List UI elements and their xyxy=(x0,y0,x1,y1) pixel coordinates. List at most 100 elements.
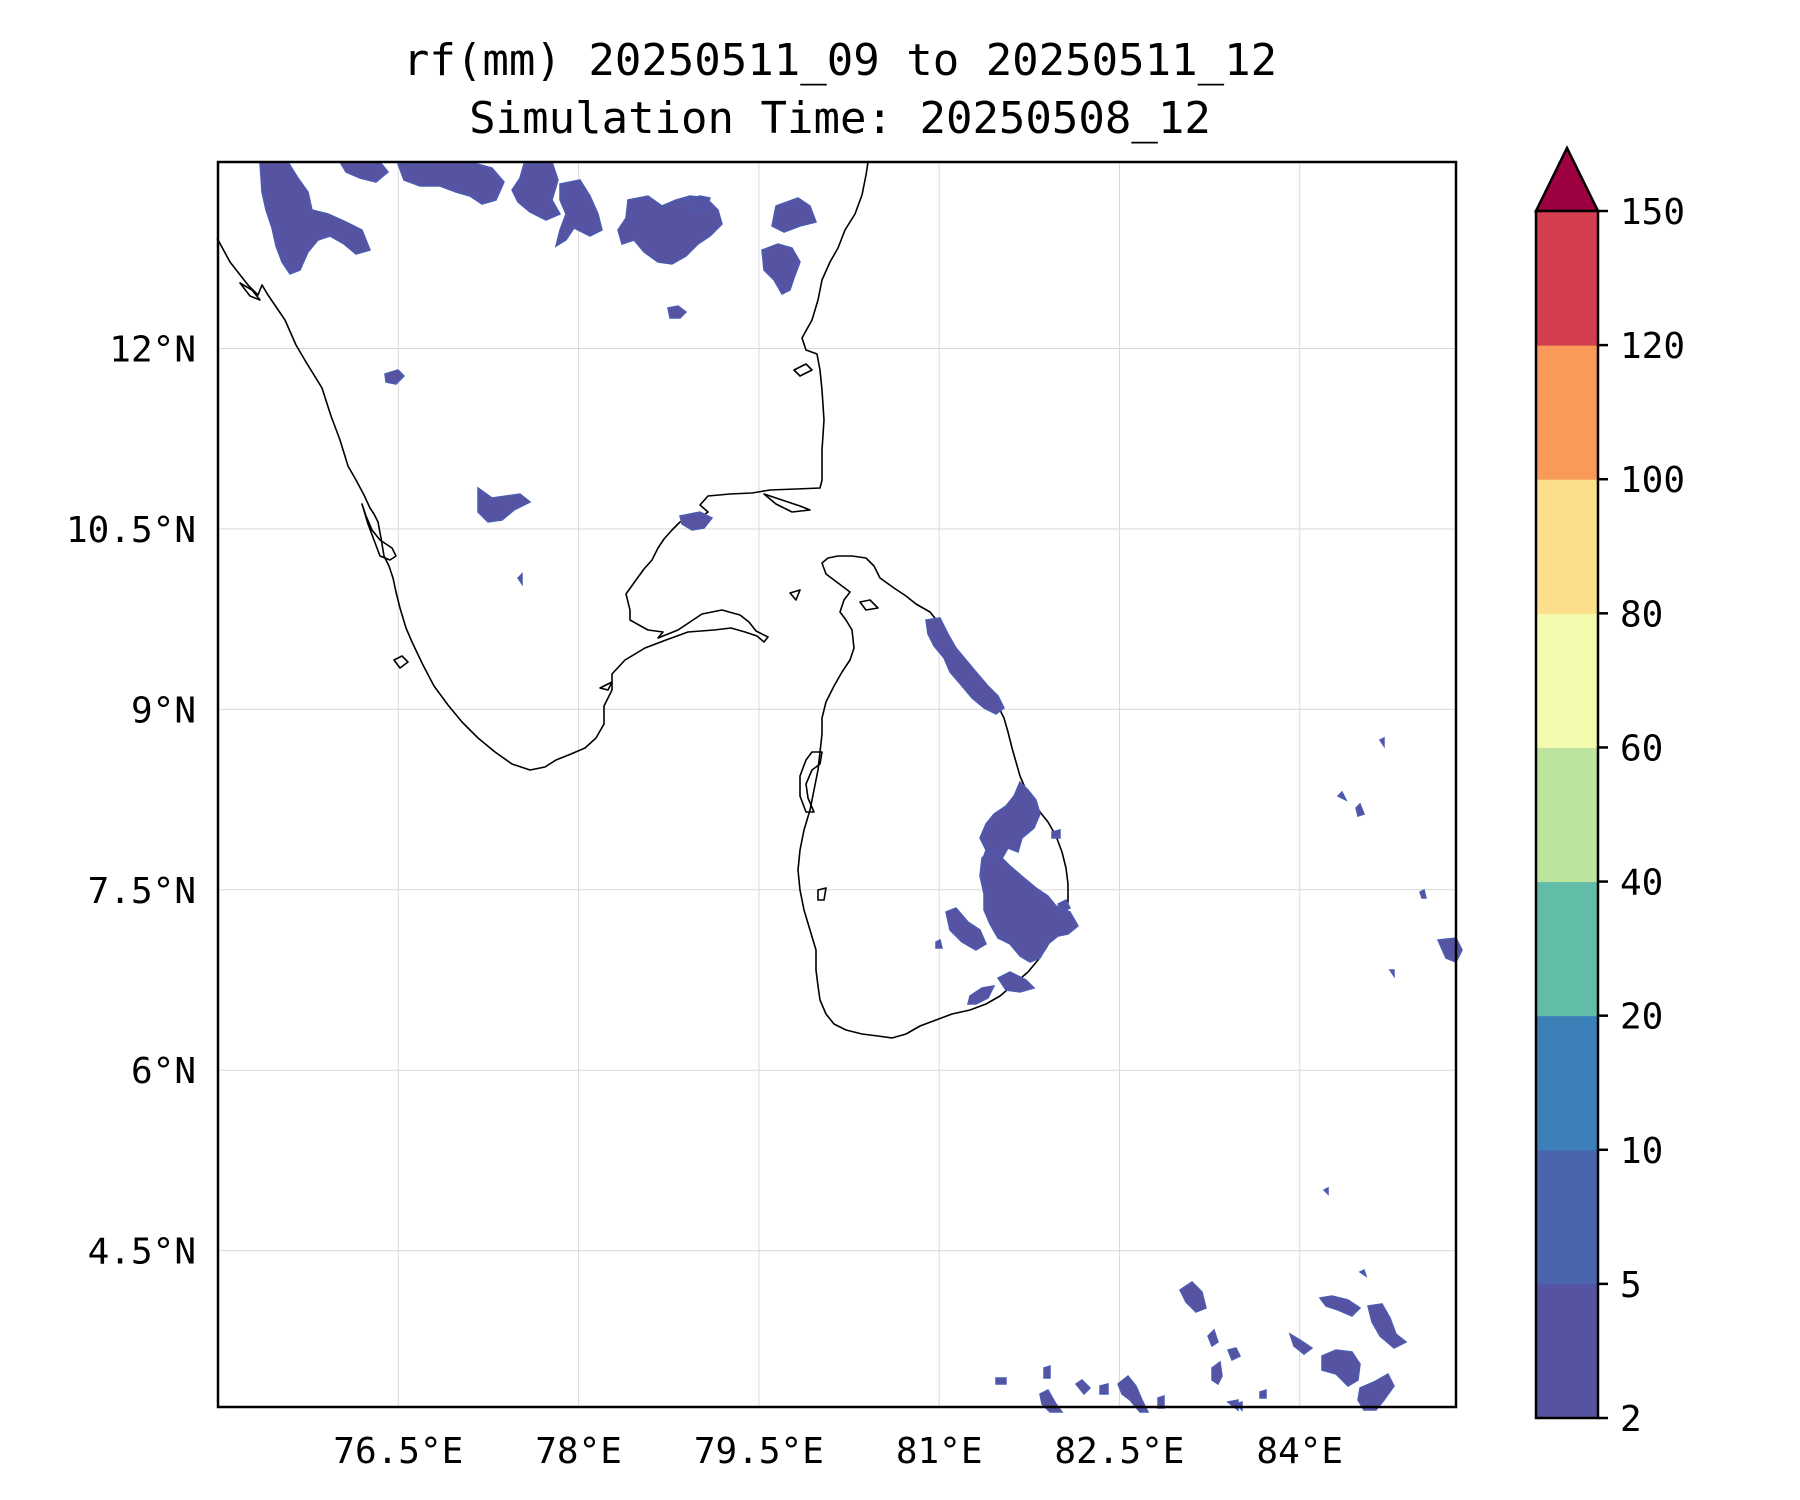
india-coastline xyxy=(216,161,870,771)
rain-patch xyxy=(1336,790,1348,802)
rain-patch xyxy=(396,161,505,205)
rain-patch xyxy=(1321,1349,1361,1387)
coast-detail xyxy=(239,282,261,301)
colorbar-frame xyxy=(1534,209,1600,1420)
colorbar-segment xyxy=(1536,747,1598,883)
rain-patch xyxy=(1358,1268,1368,1278)
coast-detail xyxy=(763,493,811,513)
rain-patch xyxy=(979,849,1079,963)
coast-detail xyxy=(817,887,827,901)
rain-patch xyxy=(384,369,406,385)
rain-patch xyxy=(1357,1372,1395,1411)
map-panel: 76.5°E 78°E 79.5°E 81°E 82.5°E 84°E 12°N 10.5°… xyxy=(66,160,1463,1472)
rain-patch xyxy=(1226,1399,1239,1412)
y-tick-label: 7.5°N xyxy=(88,871,196,912)
coast-detail xyxy=(859,599,879,611)
rainfall-patches xyxy=(259,161,1463,1413)
y-tick-label: 6°N xyxy=(131,1051,196,1092)
y-tick-label: 10.5°N xyxy=(66,510,196,551)
colorbar-tick-label: 5 xyxy=(1620,1265,1642,1306)
rain-patch xyxy=(925,617,1005,715)
coast-detail xyxy=(799,751,823,813)
colorbar-tick-label: 60 xyxy=(1620,728,1663,769)
rain-patch xyxy=(1259,1388,1267,1399)
rain-patch xyxy=(1367,1303,1408,1349)
colorbar: 2 5 10 20 40 60 80 100 120 150 xyxy=(1533,145,1685,1440)
x-tick-label: 76.5°E xyxy=(333,1431,463,1472)
colorbar-segment xyxy=(1536,345,1598,480)
coast-detail xyxy=(393,655,409,669)
rain-patch xyxy=(477,486,532,523)
rain-patch xyxy=(517,572,523,587)
rain-patch xyxy=(771,197,817,233)
coast-detail xyxy=(789,589,801,601)
rain-patch xyxy=(1419,888,1427,899)
rain-patch xyxy=(1226,1347,1242,1362)
coast-detail xyxy=(361,503,397,561)
rain-patch xyxy=(1288,1332,1314,1355)
coast-detail xyxy=(793,363,813,377)
rain-patch xyxy=(935,938,943,949)
y-tick-label: 12°N xyxy=(109,329,196,370)
rain-patch xyxy=(511,161,562,221)
y-axis-ticks: 12°N 10.5°N 9°N 7.5°N 6°N 4.5°N xyxy=(66,329,196,1272)
x-tick-label: 82.5°E xyxy=(1054,1431,1184,1472)
colorbar-tick-label: 10 xyxy=(1620,1131,1663,1172)
rain-patch xyxy=(1179,1281,1207,1313)
colorbar-tick-label: 80 xyxy=(1620,594,1663,635)
x-axis-ticks: 76.5°E 78°E 79.5°E 81°E 82.5°E 84°E xyxy=(333,1431,1343,1472)
rain-patch xyxy=(996,971,1036,993)
rain-patch xyxy=(1388,969,1395,979)
x-tick-label: 81°E xyxy=(896,1431,983,1472)
colorbar-extend-triangle xyxy=(1533,145,1601,213)
x-tick-label: 84°E xyxy=(1256,1431,1343,1472)
x-tick-label: 79.5°E xyxy=(694,1431,824,1472)
colorbar-tick-label: 150 xyxy=(1620,192,1685,233)
colorbar-tick-label: 20 xyxy=(1620,997,1663,1038)
map-frame xyxy=(216,160,1458,1409)
rain-patch xyxy=(684,195,712,213)
rain-patch xyxy=(1043,1364,1051,1379)
rain-patch xyxy=(995,1377,1007,1385)
colorbar-tick-label: 2 xyxy=(1620,1399,1642,1440)
x-tick-label: 78°E xyxy=(535,1431,622,1472)
colorbar-ticks: 2 5 10 20 40 60 80 100 120 150 xyxy=(1598,192,1685,1440)
colorbar-segment xyxy=(1536,479,1598,614)
rain-patch xyxy=(1322,1186,1329,1196)
coast-detail xyxy=(599,681,613,691)
gridlines xyxy=(218,162,1456,1407)
colorbar-segment xyxy=(1536,881,1598,1017)
rain-patch xyxy=(945,907,987,951)
rain-patch xyxy=(1211,1360,1223,1386)
title-line-2: Simulation Time: 20250508_12 xyxy=(469,93,1211,144)
rain-patch xyxy=(259,161,372,275)
colorbar-tick-label: 100 xyxy=(1620,460,1685,501)
colorbar-segment xyxy=(1536,613,1598,748)
rain-patch xyxy=(1056,898,1072,914)
rain-patch xyxy=(1051,829,1061,839)
title-line-1: rf(mm) 20250511_09 to 20250511_12 xyxy=(403,35,1277,86)
rain-patch xyxy=(1318,1295,1362,1317)
rain-patch xyxy=(1039,1389,1064,1413)
rain-patch xyxy=(1074,1379,1092,1396)
rain-patch xyxy=(1378,736,1385,749)
colorbar-segments xyxy=(1536,211,1598,1419)
rain-patch xyxy=(554,179,603,248)
rain-patch xyxy=(338,161,390,183)
colorbar-segment xyxy=(1536,1149,1598,1285)
colorbar-segment xyxy=(1536,1283,1598,1419)
colorbar-segment xyxy=(1536,211,1598,346)
rain-patch xyxy=(1355,802,1365,817)
y-tick-label: 4.5°N xyxy=(88,1232,196,1273)
rain-patch xyxy=(1436,937,1463,963)
rain-patch xyxy=(761,243,801,295)
rain-patch xyxy=(667,305,688,319)
colorbar-tick-label: 120 xyxy=(1620,326,1685,367)
colorbar-segment xyxy=(1536,1015,1598,1151)
rain-patch xyxy=(1099,1383,1109,1395)
rain-patch xyxy=(617,195,723,265)
rain-patch xyxy=(967,985,996,1005)
colorbar-tick-label: 40 xyxy=(1620,863,1663,904)
rain-patch xyxy=(1207,1328,1219,1348)
